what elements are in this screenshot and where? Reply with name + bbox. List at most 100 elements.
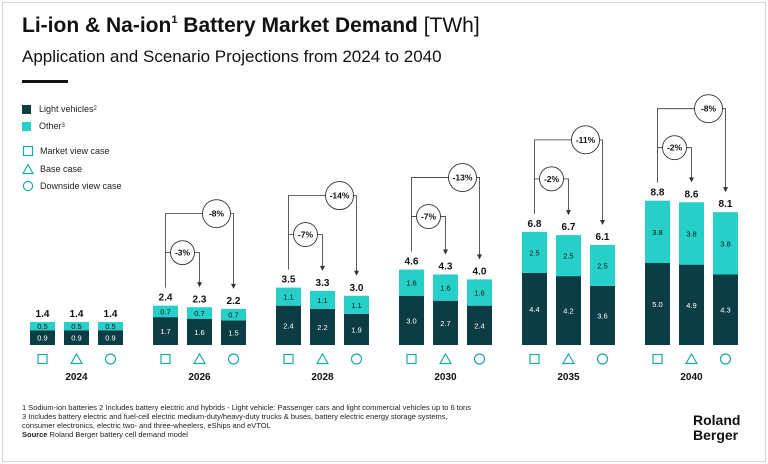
data-label-light-vehicles: 2.7 xyxy=(440,319,450,328)
legend-item-base: Base case xyxy=(22,163,82,175)
title-unit: [TWh] xyxy=(423,14,480,37)
triangle-icon xyxy=(561,352,576,365)
data-label-light-vehicles: 1.9 xyxy=(351,325,361,334)
triangle-icon xyxy=(69,352,84,365)
x-tick-label: 2028 xyxy=(311,372,334,383)
data-label-total: 6.1 xyxy=(596,232,610,243)
arrow-head xyxy=(600,219,605,225)
callout-label-base: -7% xyxy=(298,230,314,240)
circle-icon xyxy=(350,353,363,365)
callout-circle xyxy=(694,94,723,124)
data-label-light-vehicles: 2.4 xyxy=(474,321,484,330)
x-tick-label: 2024 xyxy=(65,372,88,383)
data-label-total: 6.7 xyxy=(562,222,576,233)
callout-circle xyxy=(539,166,564,192)
bar-other xyxy=(556,235,581,277)
arrow-head xyxy=(443,249,448,255)
bar-light-vehicles xyxy=(433,300,458,345)
data-label-total: 4.6 xyxy=(405,257,419,268)
bar-light-vehicles xyxy=(556,276,581,345)
data-label-light-vehicles: 0.9 xyxy=(105,334,115,343)
data-label-other: 0.7 xyxy=(160,307,170,316)
bar-light-vehicles xyxy=(713,274,738,345)
x-tick-label: 2030 xyxy=(434,372,457,383)
callout-label-base: -2% xyxy=(667,143,683,153)
data-label-light-vehicles: 4.2 xyxy=(563,307,573,316)
callout-circle xyxy=(662,135,687,161)
bar-other xyxy=(522,231,547,273)
bar-light-vehicles xyxy=(344,313,369,345)
bar-other xyxy=(713,212,738,275)
bar-other xyxy=(344,295,369,314)
callout-label-downside: -13% xyxy=(453,173,473,183)
bar-light-vehicles xyxy=(310,308,335,345)
data-label-total: 3.3 xyxy=(316,278,330,289)
bar-other xyxy=(399,269,424,296)
footnote-line-3: consumer electronics, electric two- and … xyxy=(22,421,271,430)
data-label-total: 8.6 xyxy=(685,189,699,200)
bar-other xyxy=(433,274,458,301)
data-label-light-vehicles: 3.6 xyxy=(597,311,607,320)
data-label-other: 1.6 xyxy=(474,289,484,298)
data-label-light-vehicles: 2.2 xyxy=(317,323,327,332)
triangle-icon xyxy=(192,352,207,365)
data-label-light-vehicles: 4.9 xyxy=(686,301,696,310)
title-rest: Battery Market Demand xyxy=(177,14,424,37)
data-label-total: 4.0 xyxy=(473,266,487,277)
callout-label-downside: -14% xyxy=(330,191,350,201)
data-label-light-vehicles: 4.4 xyxy=(529,305,539,314)
data-label-light-vehicles: 2.4 xyxy=(283,321,293,330)
circle-icon xyxy=(22,180,34,192)
data-label-other: 1.1 xyxy=(283,293,293,302)
data-label-light-vehicles: 4.3 xyxy=(720,306,730,315)
roland-berger-logo: Roland Berger xyxy=(693,413,740,443)
data-label-other: 1.6 xyxy=(406,279,416,288)
square-icon xyxy=(652,353,663,365)
square-icon xyxy=(283,353,294,365)
data-label-other: 0.7 xyxy=(228,311,238,320)
data-label-other: 1.1 xyxy=(317,296,327,305)
callout-label-base: -7% xyxy=(421,212,437,222)
square-icon xyxy=(529,353,540,365)
bar-light-vehicles xyxy=(522,272,547,345)
title-footnote-mark: 1 xyxy=(171,14,178,26)
bar-light-vehicles xyxy=(467,305,492,345)
data-label-other: 1.1 xyxy=(351,301,361,310)
bar-other xyxy=(30,322,55,331)
triangle-icon xyxy=(22,163,34,175)
footnotes: 1 Sodium-ion batteries 2 Includes batter… xyxy=(22,403,471,439)
data-label-other: 0.5 xyxy=(71,322,81,331)
bar-light-vehicles xyxy=(98,330,123,345)
bracket-downside xyxy=(411,177,480,258)
arrow-head xyxy=(477,254,482,260)
legend-other-label: Other xyxy=(39,121,62,131)
legend-item-other: Other 3 xyxy=(22,121,65,131)
bracket-downside xyxy=(288,195,357,274)
legend-light-vehicles-label: Light vehicles xyxy=(39,104,94,114)
footnote-line-1: 1 Sodium-ion batteries 2 Includes batter… xyxy=(22,403,471,412)
square-icon xyxy=(22,145,34,157)
data-label-other: 0.5 xyxy=(105,322,115,331)
data-label-light-vehicles: 1.5 xyxy=(228,329,238,338)
other-swatch xyxy=(22,121,31,131)
bar-chart: 0.9 0.5 1.4 0.9 0.5 1.4 0.9 0.5 1.4 2024 1.7 0.7 2.4… xyxy=(30,94,738,383)
bracket-downside xyxy=(534,139,603,223)
legend-downside-label: Downside view case xyxy=(40,181,122,191)
legend-light-vehicles-sup: 2 xyxy=(93,106,97,112)
legend-base-label: Base case xyxy=(40,164,83,174)
bar-light-vehicles xyxy=(64,330,89,345)
bar-light-vehicles xyxy=(399,295,424,345)
title-rule xyxy=(22,80,68,83)
circle-icon xyxy=(227,353,240,365)
bar-other xyxy=(221,308,246,321)
arrow-head xyxy=(320,265,325,271)
legend-item-downside: Downside view case xyxy=(22,180,122,192)
source-line: Source Roland Berger battery cell demand… xyxy=(22,430,471,439)
data-label-other: 2.5 xyxy=(597,261,607,270)
square-icon xyxy=(160,353,171,365)
bar-light-vehicles xyxy=(679,264,704,345)
bar-other xyxy=(64,322,89,331)
data-label-total: 2.2 xyxy=(227,296,241,307)
arrow-head xyxy=(231,283,236,289)
